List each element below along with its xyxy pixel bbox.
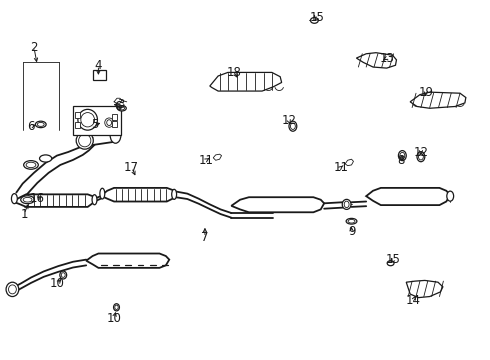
Ellipse shape: [110, 127, 121, 143]
Bar: [75, 122, 80, 128]
Bar: [73, 106, 121, 135]
Bar: [75, 112, 80, 118]
Text: 8: 8: [398, 154, 405, 167]
Text: 10: 10: [49, 278, 64, 291]
Ellipse shape: [8, 285, 16, 294]
Ellipse shape: [61, 273, 65, 277]
Text: 14: 14: [406, 294, 421, 307]
Ellipse shape: [348, 220, 355, 223]
Polygon shape: [210, 72, 282, 91]
Polygon shape: [13, 194, 95, 207]
Text: 4: 4: [95, 59, 102, 72]
Polygon shape: [410, 92, 466, 108]
Polygon shape: [101, 188, 175, 202]
Ellipse shape: [35, 121, 46, 128]
Ellipse shape: [114, 304, 120, 311]
Text: 9: 9: [348, 225, 355, 238]
Ellipse shape: [400, 152, 405, 159]
Bar: [112, 114, 117, 120]
Ellipse shape: [81, 113, 95, 127]
Polygon shape: [356, 53, 396, 68]
Bar: [112, 121, 117, 127]
Ellipse shape: [346, 219, 357, 224]
Circle shape: [387, 261, 394, 266]
Ellipse shape: [105, 118, 114, 127]
Ellipse shape: [119, 107, 124, 110]
Ellipse shape: [291, 123, 295, 130]
Text: 17: 17: [124, 161, 139, 174]
Ellipse shape: [118, 105, 126, 111]
Polygon shape: [213, 154, 221, 160]
Text: 1: 1: [21, 208, 28, 221]
Ellipse shape: [92, 195, 97, 205]
Text: 11: 11: [333, 161, 348, 174]
Text: 15: 15: [386, 253, 401, 266]
Ellipse shape: [21, 196, 34, 204]
Text: 18: 18: [227, 66, 242, 79]
Ellipse shape: [447, 191, 454, 201]
Text: 19: 19: [418, 86, 433, 99]
Text: 12: 12: [281, 114, 296, 127]
Text: 11: 11: [198, 154, 214, 167]
Ellipse shape: [107, 120, 112, 126]
Bar: [93, 70, 106, 80]
Polygon shape: [86, 253, 169, 268]
Ellipse shape: [23, 197, 32, 202]
Ellipse shape: [78, 109, 98, 130]
Ellipse shape: [60, 271, 67, 279]
Ellipse shape: [172, 189, 176, 199]
Ellipse shape: [344, 201, 349, 208]
Ellipse shape: [6, 282, 19, 297]
Polygon shape: [231, 197, 324, 212]
Text: 6: 6: [114, 100, 122, 113]
Ellipse shape: [115, 305, 118, 310]
Ellipse shape: [398, 150, 406, 161]
Ellipse shape: [78, 134, 91, 147]
Text: 16: 16: [30, 192, 45, 205]
Text: 6: 6: [27, 120, 35, 133]
Ellipse shape: [40, 155, 52, 162]
Ellipse shape: [26, 162, 36, 168]
Polygon shape: [366, 188, 450, 205]
Text: 3: 3: [117, 98, 124, 111]
Ellipse shape: [24, 161, 38, 169]
Polygon shape: [406, 280, 443, 298]
Ellipse shape: [417, 152, 425, 162]
Ellipse shape: [37, 122, 44, 126]
Polygon shape: [345, 159, 353, 166]
Text: 13: 13: [379, 51, 394, 64]
Ellipse shape: [342, 199, 351, 210]
Text: 7: 7: [201, 231, 209, 244]
Circle shape: [311, 18, 319, 23]
Text: 5: 5: [91, 118, 98, 131]
Ellipse shape: [289, 121, 297, 131]
Text: 2: 2: [30, 41, 38, 54]
Ellipse shape: [76, 132, 93, 149]
Text: 10: 10: [107, 311, 122, 325]
Ellipse shape: [418, 153, 423, 160]
Ellipse shape: [11, 194, 17, 204]
Text: 15: 15: [310, 12, 325, 24]
Text: 12: 12: [414, 145, 428, 158]
Ellipse shape: [100, 188, 105, 199]
